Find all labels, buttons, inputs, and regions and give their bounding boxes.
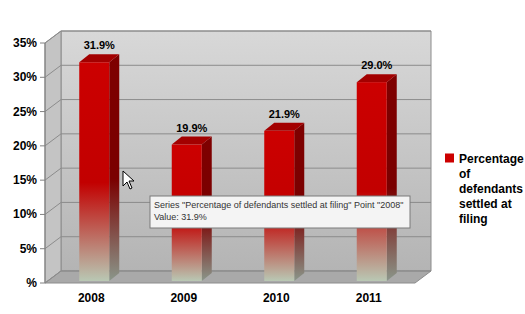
- data-label: 19.9%: [176, 122, 207, 134]
- bar-top: [172, 137, 212, 145]
- y-tick-label: 25%: [13, 105, 37, 119]
- y-tick: [40, 180, 45, 181]
- y-tick: [40, 214, 45, 215]
- y-tick-label: 15%: [13, 173, 37, 187]
- y-tick: [40, 248, 45, 249]
- bar: [357, 82, 387, 281]
- legend-line: of: [459, 167, 471, 181]
- y-axis: [45, 43, 46, 283]
- side-wall: [45, 31, 61, 283]
- y-tick-label: 35%: [13, 36, 37, 50]
- annotation: Value: 31.9%: [154, 212, 207, 222]
- chart: % 5% 10% 15% 20% 25% 30% 35% 31.9% 19.9% 21.9% 29.0…: [0, 0, 525, 314]
- y-tick: [40, 283, 45, 284]
- y-tick-label: 10%: [13, 207, 37, 221]
- bar-top: [264, 123, 304, 131]
- legend-line: settled at: [459, 197, 512, 211]
- y-tick-label: %: [26, 276, 37, 290]
- bar: [79, 62, 109, 281]
- y-tick: [40, 145, 45, 146]
- x-tick-label: 2011: [356, 291, 382, 305]
- tooltip: Series "Percentage of defendants settled…: [150, 196, 410, 228]
- x-tick-label: 2009: [170, 291, 197, 305]
- bar-top: [79, 54, 119, 62]
- y-tick: [40, 77, 45, 78]
- legend-line: Percentage: [459, 152, 524, 166]
- y-tick: [40, 111, 45, 112]
- data-label: 21.9%: [269, 108, 300, 120]
- tooltip-box: [150, 196, 410, 228]
- y-tick-label: 30%: [13, 70, 37, 84]
- bar-side: [387, 74, 397, 281]
- cursor: [123, 171, 134, 189]
- legend-line: defendants: [459, 182, 523, 196]
- x-tick-label: 2010: [263, 291, 290, 305]
- y-tick-label: 20%: [13, 139, 37, 153]
- data-label: 29.0%: [361, 59, 392, 71]
- labels: 31.9% 19.9% 21.9% 29.0%: [84, 39, 393, 133]
- legend-swatch: [445, 154, 454, 163]
- annotation: Series "Percentage of defendants settled…: [154, 200, 403, 210]
- bar-side: [109, 54, 119, 281]
- y-tick-label: 5%: [20, 242, 38, 256]
- legend-line: filing: [459, 212, 488, 226]
- legend-label: Percentageofdefendantssettled atfiling: [459, 152, 524, 226]
- y-tick: [40, 43, 45, 44]
- bar-top: [357, 74, 397, 82]
- x-tick-label: 2008: [78, 291, 105, 305]
- data-label: 31.9%: [84, 39, 115, 51]
- bars: [79, 54, 397, 281]
